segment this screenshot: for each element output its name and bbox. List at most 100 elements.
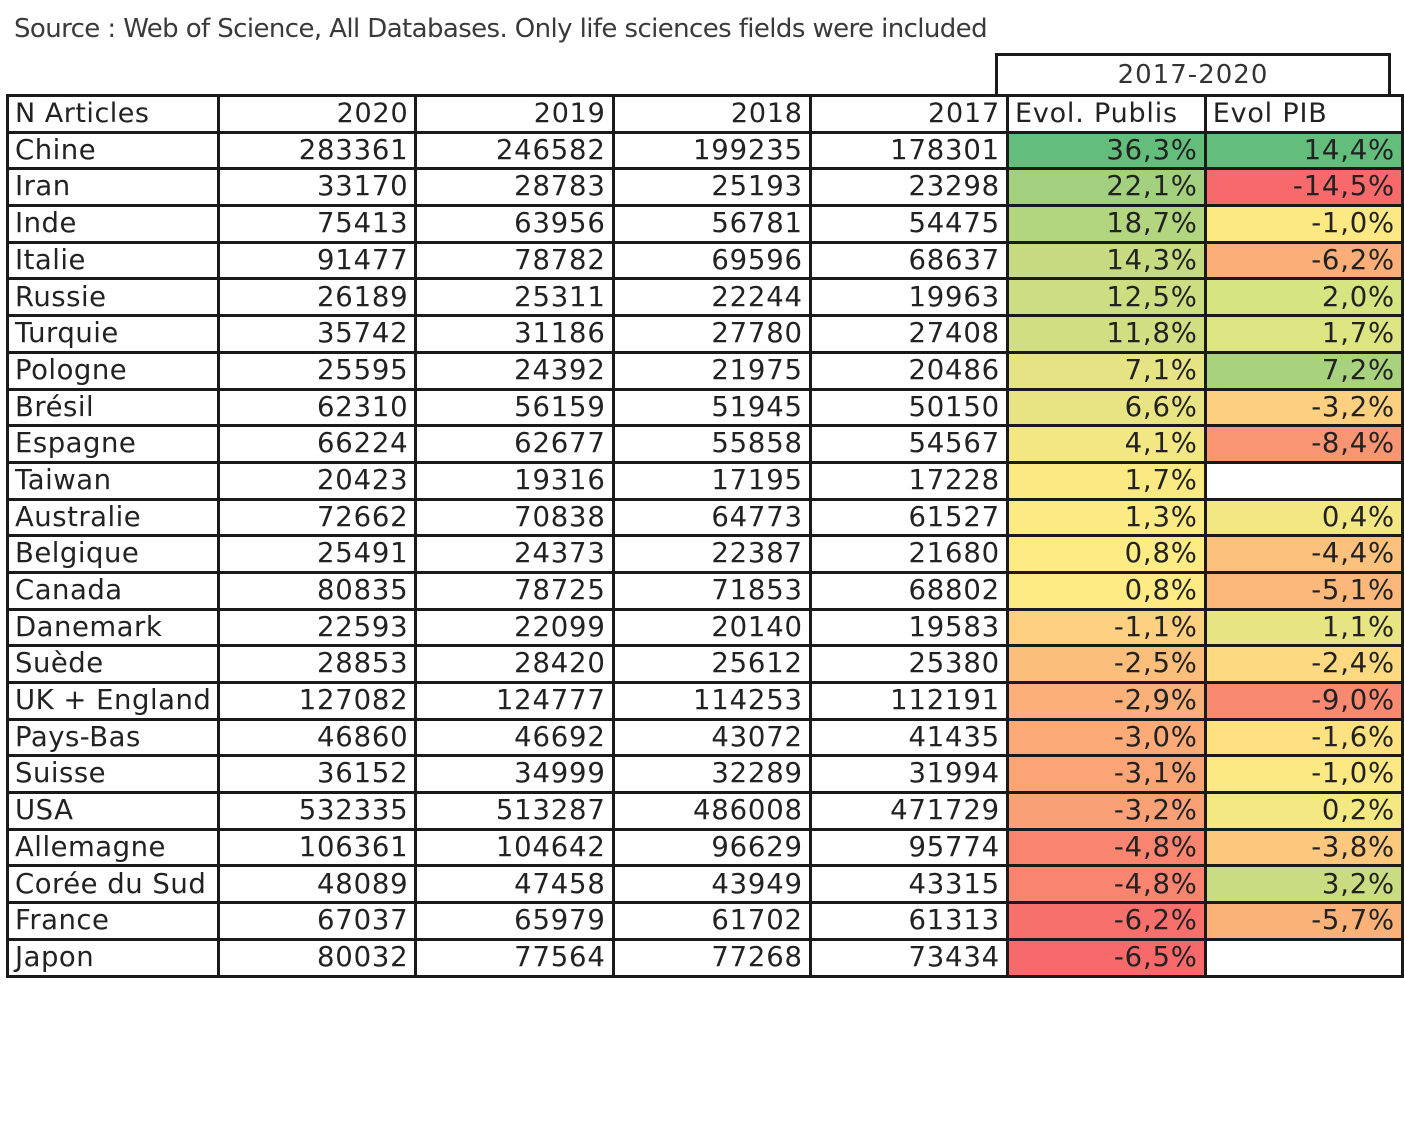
value-2020-cell: 25491 xyxy=(217,534,418,574)
country-cell: Espagne xyxy=(5,424,221,464)
value-2017-cell: 25380 xyxy=(808,644,1009,684)
value-2017-cell: 178301 xyxy=(808,130,1009,171)
value-2019-cell: 24392 xyxy=(414,350,615,391)
evol-publis-cell: 36,3% xyxy=(1005,130,1207,171)
value-2020-cell: 28853 xyxy=(217,644,418,684)
value-2019-cell: 78782 xyxy=(414,240,615,281)
evol-publis-cell: 1,3% xyxy=(1005,497,1207,538)
value-2020-cell: 20423 xyxy=(217,460,418,501)
value-2017-cell: 27408 xyxy=(808,314,1009,354)
value-2017-cell: 19583 xyxy=(808,607,1009,648)
value-2017-cell: 21680 xyxy=(808,534,1009,574)
country-cell: Danemark xyxy=(5,607,221,648)
value-2020-cell: 25595 xyxy=(217,350,418,391)
table-row: Suède 28853 28420 25612 25380 -2,5% -2,4% xyxy=(5,644,1404,684)
source-note: Source : Web of Science, All Databases. … xyxy=(14,14,988,44)
value-2018-cell: 71853 xyxy=(611,570,812,611)
table-row: Italie 91477 78782 69596 68637 14,3% -6,2% xyxy=(5,240,1404,281)
table-row: Turquie 35742 31186 27780 27408 11,8% 1,7% xyxy=(5,314,1404,354)
value-2017-cell: 54567 xyxy=(808,424,1009,464)
column-header: Evol PIB xyxy=(1203,94,1404,134)
country-cell: Belgique xyxy=(5,534,221,574)
table-row: Russie 26189 25311 22244 19963 12,5% 2,0% xyxy=(5,277,1404,318)
value-2018-cell: 32289 xyxy=(611,754,812,795)
value-2018-cell: 486008 xyxy=(611,791,812,831)
value-2018-cell: 55858 xyxy=(611,424,812,464)
table-row: Brésil 62310 56159 51945 50150 6,6% -3,2% xyxy=(5,387,1404,428)
value-2020-cell: 283361 xyxy=(217,130,418,171)
table-row: Japon 80032 77564 77268 73434 -6,5% xyxy=(5,937,1404,978)
table-row: Pays-Bas 46860 46692 43072 41435 -3,0% -1,6% xyxy=(5,717,1404,758)
table-row: Iran 33170 28783 25193 23298 22,1% -14,5% xyxy=(5,167,1404,208)
value-2019-cell: 24373 xyxy=(414,534,615,574)
value-2019-cell: 513287 xyxy=(414,791,615,831)
value-2018-cell: 114253 xyxy=(611,681,812,721)
evol-publis-cell: -2,5% xyxy=(1005,644,1207,684)
value-2017-cell: 112191 xyxy=(808,681,1009,721)
evol-pib-cell: -1,6% xyxy=(1203,717,1404,758)
evol-pib-cell: 0,4% xyxy=(1203,497,1404,538)
value-2020-cell: 66224 xyxy=(217,424,418,464)
country-cell: Allemagne xyxy=(5,827,221,868)
value-2020-cell: 75413 xyxy=(217,204,418,244)
evol-publis-cell: -6,2% xyxy=(1005,901,1207,941)
value-2018-cell: 51945 xyxy=(611,387,812,428)
evol-publis-cell: 1,7% xyxy=(1005,460,1207,501)
evol-publis-cell: 0,8% xyxy=(1005,570,1207,611)
value-2020-cell: 80835 xyxy=(217,570,418,611)
value-2020-cell: 33170 xyxy=(217,167,418,208)
evol-publis-cell: -6,5% xyxy=(1005,937,1207,978)
evol-publis-cell: -2,9% xyxy=(1005,681,1207,721)
data-table: N Articles 2020 2019 2018 2017 Evol. Pub… xyxy=(5,94,1404,978)
value-2019-cell: 104642 xyxy=(414,827,615,868)
value-2018-cell: 22244 xyxy=(611,277,812,318)
value-2018-cell: 20140 xyxy=(611,607,812,648)
evol-publis-cell: 11,8% xyxy=(1005,314,1207,354)
value-2017-cell: 19963 xyxy=(808,277,1009,318)
value-2020-cell: 532335 xyxy=(217,791,418,831)
value-2018-cell: 56781 xyxy=(611,204,812,244)
value-2018-cell: 61702 xyxy=(611,901,812,941)
value-2020-cell: 106361 xyxy=(217,827,418,868)
evol-pib-cell: 1,1% xyxy=(1203,607,1404,648)
country-cell: Italie xyxy=(5,240,221,281)
country-cell: UK + England xyxy=(5,681,221,721)
value-2018-cell: 96629 xyxy=(611,827,812,868)
evol-publis-cell: 12,5% xyxy=(1005,277,1207,318)
value-2020-cell: 80032 xyxy=(217,937,418,978)
evol-pib-cell: -3,8% xyxy=(1203,827,1404,868)
country-cell: Japon xyxy=(5,937,221,978)
value-2019-cell: 78725 xyxy=(414,570,615,611)
value-2017-cell: 31994 xyxy=(808,754,1009,795)
evol-pib-cell: 14,4% xyxy=(1203,130,1404,171)
table-row: Corée du Sud 48089 47458 43949 43315 -4,8% 3,2… xyxy=(5,864,1404,905)
evol-pib-cell: 0,2% xyxy=(1203,791,1404,831)
value-2019-cell: 22099 xyxy=(414,607,615,648)
value-2018-cell: 21975 xyxy=(611,350,812,391)
evol-pib-cell: 1,7% xyxy=(1203,314,1404,354)
value-2019-cell: 246582 xyxy=(414,130,615,171)
country-cell: Suisse xyxy=(5,754,221,795)
value-2019-cell: 62677 xyxy=(414,424,615,464)
value-2018-cell: 25612 xyxy=(611,644,812,684)
country-cell: Pays-Bas xyxy=(5,717,221,758)
evol-pib-cell: -4,4% xyxy=(1203,534,1404,574)
evol-publis-cell: -3,1% xyxy=(1005,754,1207,795)
country-cell: Inde xyxy=(5,204,221,244)
table-row: Belgique 25491 24373 22387 21680 0,8% -4,4% xyxy=(5,534,1404,574)
value-2018-cell: 43949 xyxy=(611,864,812,905)
evol-pib-cell: -2,4% xyxy=(1203,644,1404,684)
country-cell: Pologne xyxy=(5,350,221,391)
country-cell: Taiwan xyxy=(5,460,221,501)
value-2019-cell: 63956 xyxy=(414,204,615,244)
value-2020-cell: 26189 xyxy=(217,277,418,318)
table-row: Taiwan 20423 19316 17195 17228 1,7% xyxy=(5,460,1404,501)
value-2019-cell: 56159 xyxy=(414,387,615,428)
evol-pib-cell: 7,2% xyxy=(1203,350,1404,391)
evol-publis-cell: 22,1% xyxy=(1005,167,1207,208)
value-2018-cell: 64773 xyxy=(611,497,812,538)
evol-pib-cell: -1,0% xyxy=(1203,204,1404,244)
country-cell: Australie xyxy=(5,497,221,538)
value-2017-cell: 17228 xyxy=(808,460,1009,501)
value-2017-cell: 61313 xyxy=(808,901,1009,941)
